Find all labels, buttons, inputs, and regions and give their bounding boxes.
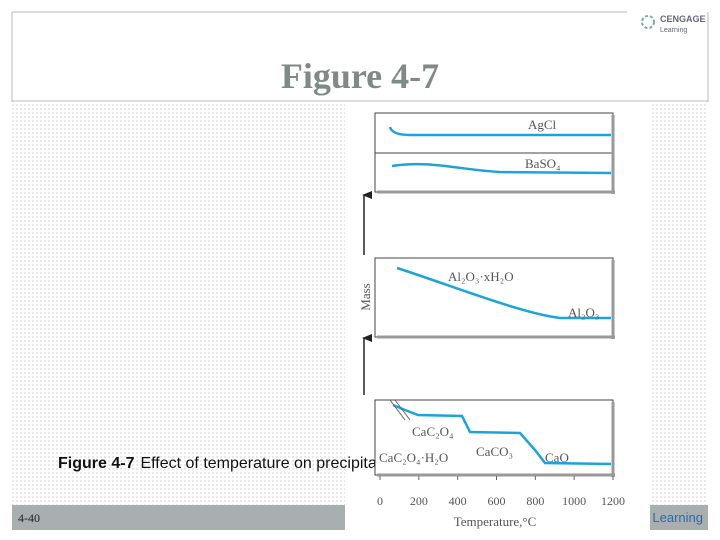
footer-brand: Learning [652,510,703,525]
compound-label: CaC₂O₄ [412,424,454,439]
x-tick-label: 800 [526,494,544,508]
compound-label: Al₂O₃·xH₂O [448,269,514,284]
x-tick-label: 600 [488,494,506,508]
panel-shadow [377,115,615,477]
x-tick-label: 1000 [562,494,586,508]
logo: CENGAGE Learning [641,14,706,34]
x-tick-label: 0 [377,494,383,508]
curve [392,403,612,466]
curve [396,266,611,320]
leader [389,399,411,421]
y-label: Mass [358,283,373,310]
panel [374,257,614,338]
x-tick-label: 400 [449,494,467,508]
curve [388,126,611,137]
compound-label: CaC₂O₄·H₂O [379,450,448,465]
x-tick-label: 200 [410,494,428,508]
curve [391,162,612,175]
logo-sub: Learning [660,27,687,34]
title-frame [11,11,709,102]
compound-label: CaCO₃ [476,444,513,459]
x-tick-label: 1200 [601,494,625,508]
compound-label: Al₂O₃ [568,305,599,320]
logo-name: CENGAGE [660,14,706,24]
compound-label: CaO [545,450,569,465]
slide-title: Figure 4-7 [281,56,439,96]
caption-line: Figure 4-7 Effect of temperature on preci… [58,455,437,472]
y-axis: Mass [358,191,373,395]
x-label: Temperature,°C [454,514,537,529]
compound-label: AgCl [528,117,557,132]
compound-label: BaSO₄ [525,156,561,171]
caption-text: Effect of temperature on precipitate mas… [140,455,437,472]
panels [374,112,615,477]
caption-label: Figure 4-7 [58,455,135,472]
page-number: 4-40 [18,511,40,525]
logo-icon [641,15,655,29]
